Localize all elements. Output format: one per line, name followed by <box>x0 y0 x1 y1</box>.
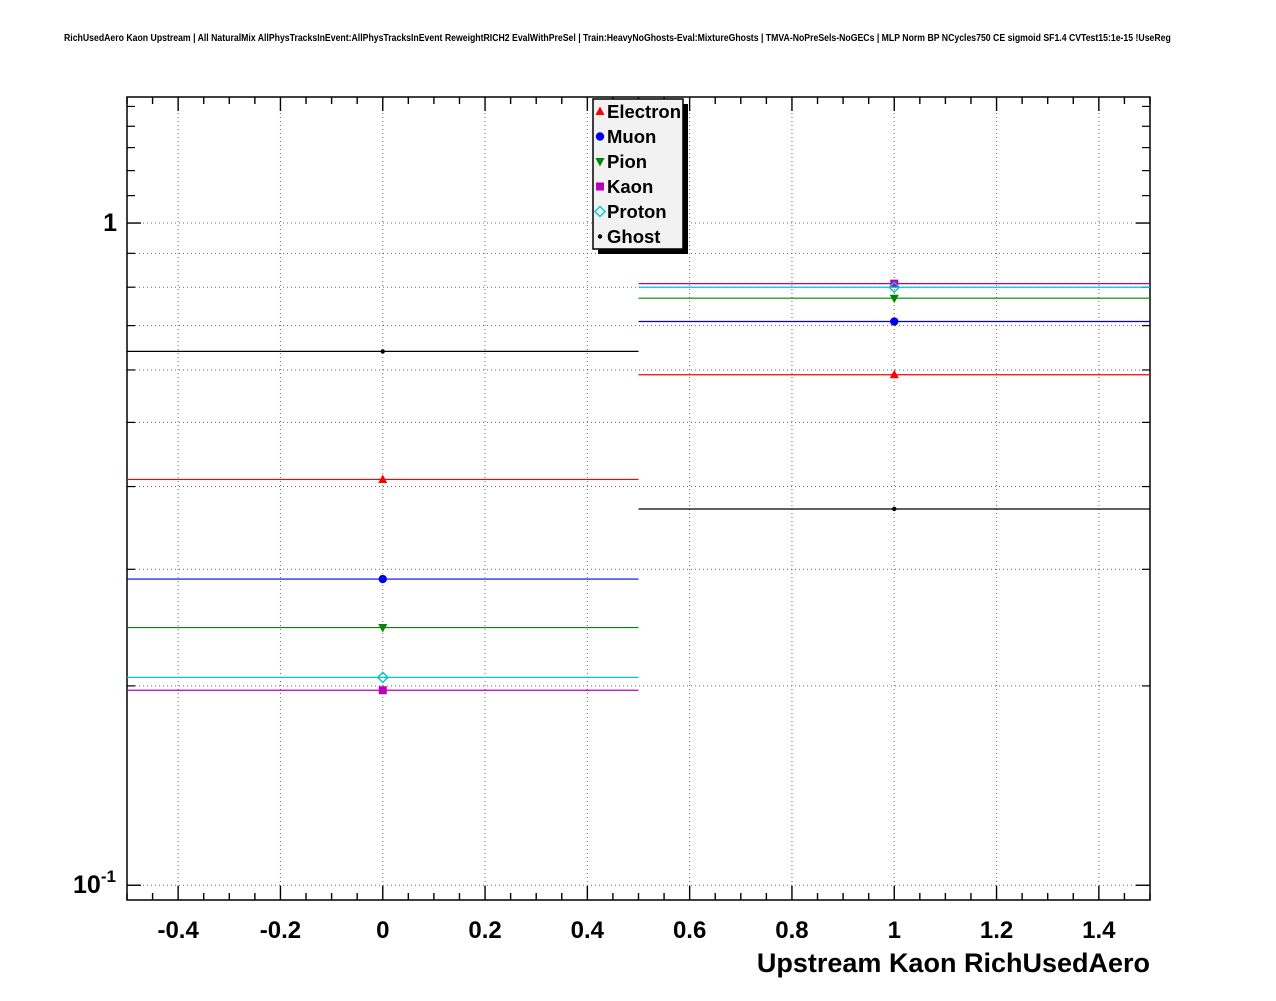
x-tick-label: 0.8 <box>775 917 808 944</box>
y-tick-label-0.1: 10-1 <box>73 867 116 899</box>
x-tick-label: 0.4 <box>571 917 605 944</box>
legend-label-electron: Electron <box>607 101 681 122</box>
x-axis-title: Upstream Kaon RichUsedAero <box>757 948 1150 978</box>
electron-marker <box>378 474 388 483</box>
legend-box <box>592 98 684 250</box>
electron-marker <box>889 369 899 379</box>
legend-entry-proton: Proton <box>594 201 667 222</box>
legend-label-kaon: Kaon <box>607 176 653 197</box>
muon-marker <box>378 574 387 584</box>
legend-label-muon: Muon <box>607 126 656 147</box>
kaon-marker <box>378 686 387 695</box>
legend-marker-pion-icon <box>595 158 605 167</box>
legend-marker-ghost-icon <box>597 234 603 239</box>
muon-marker <box>890 317 899 326</box>
kaon-marker <box>890 279 899 288</box>
legend-entry-electron: Electron <box>595 101 681 122</box>
ghost-marker <box>380 349 385 354</box>
legend-label-ghost: Ghost <box>607 226 660 247</box>
legend-marker-proton-icon <box>594 205 606 218</box>
x-tick-label: 1 <box>888 917 901 944</box>
x-tick-label: 1.4 <box>1082 917 1116 944</box>
y-tick-label-1: 1 <box>103 209 117 237</box>
legend-entry-ghost: Ghost <box>597 226 660 247</box>
x-tick-label: 1.2 <box>980 917 1013 944</box>
x-tick-label: 0.2 <box>468 917 501 944</box>
legend-marker-electron-icon <box>595 106 605 115</box>
legend-label-proton: Proton <box>607 201 667 222</box>
plot-title: RichUsedAero Kaon Upstream | All Natural… <box>64 33 1171 44</box>
pion-marker <box>378 624 388 633</box>
legend-entry-pion: Pion <box>595 151 647 172</box>
proton-marker <box>376 671 389 684</box>
legend-label-pion: Pion <box>607 151 647 172</box>
proton-marker <box>888 281 901 294</box>
legend-marker-kaon-icon <box>596 182 604 191</box>
legend-marker-muon-icon <box>595 132 605 141</box>
pion-marker <box>889 294 899 304</box>
x-tick-label: 0.6 <box>673 917 706 944</box>
x-tick-label: -0.4 <box>157 917 199 944</box>
x-tick-label: 0 <box>376 917 389 944</box>
legend-entry-kaon: Kaon <box>596 176 653 197</box>
x-tick-label: -0.2 <box>260 917 301 944</box>
legend-entry-muon: Muon <box>595 126 656 147</box>
ghost-marker <box>892 506 897 512</box>
